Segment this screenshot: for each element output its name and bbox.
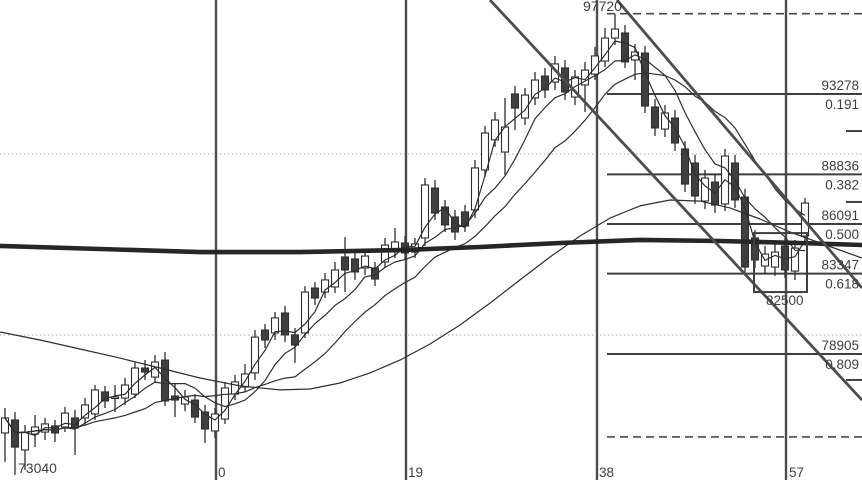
fib-extreme-lines (607, 12, 862, 438)
candle-up (90, 389, 100, 415)
fib-ratio-label: 0.500 (825, 227, 859, 242)
x-axis-label: 38 (599, 465, 614, 480)
candle-up (470, 167, 480, 211)
candle-down (650, 106, 660, 129)
candle-up (20, 431, 30, 451)
candle-up (580, 69, 590, 86)
candle-up (250, 336, 260, 374)
candle-up (660, 112, 670, 130)
candle-up (360, 255, 370, 269)
candle-down (670, 117, 680, 144)
candle-down (200, 411, 210, 430)
candle-up (700, 177, 710, 202)
fib-price-label: 88836 (821, 158, 859, 173)
rectangle-shape (753, 232, 808, 294)
candle-up (530, 79, 540, 99)
fib-price-label: 83347 (821, 258, 859, 273)
candle-down (510, 93, 520, 109)
candle-up (300, 291, 310, 334)
fib-ratio-label: 0.618 (825, 277, 859, 292)
candle-down (100, 391, 110, 402)
fib-high-price-label: 97720 (583, 0, 622, 14)
candle-up (270, 317, 280, 334)
trendline (615, 0, 862, 289)
candle-up (520, 94, 530, 119)
fib-low-price-label: 73040 (18, 460, 57, 476)
x-axis-label: 57 (789, 465, 804, 480)
moving-average-lines (0, 40, 862, 436)
candle-up (480, 132, 490, 171)
candle-up (330, 269, 340, 288)
candle-up (220, 387, 230, 420)
candle-up (60, 412, 70, 428)
candle-down (290, 334, 300, 346)
long-ma-line (0, 199, 862, 391)
thick-ma-line (0, 237, 862, 255)
candle-up (610, 28, 620, 39)
trendline (488, 0, 862, 401)
sma-line-3 (4, 40, 806, 436)
candle-down (340, 256, 350, 271)
candle-down (190, 399, 200, 418)
fib-price-label: 86091 (821, 208, 859, 223)
candle-down (350, 258, 360, 273)
sma-line-7 (4, 54, 806, 434)
candle-up (0, 417, 10, 434)
candle-down (10, 419, 20, 448)
x-axis-label: 19 (408, 465, 423, 480)
candle-down (680, 148, 690, 185)
candle-up (320, 279, 330, 293)
fib-ratio-label: 0.809 (825, 357, 859, 372)
chart-labels: 93278 0.191 88836 0.382 86091 0.500 83347 0.618… (18, 0, 859, 480)
candle-down (430, 187, 440, 214)
candle-down (310, 287, 320, 299)
candle-up (380, 244, 390, 263)
candle-up (770, 251, 780, 268)
x-axis-label: 0 (218, 465, 226, 480)
candle-down (460, 211, 470, 227)
candle-up (110, 396, 120, 400)
fib-ratio-label: 0.191 (825, 97, 859, 112)
candle-up (210, 413, 220, 432)
candle-down (280, 312, 290, 336)
fib-price-label: 93278 (821, 78, 859, 93)
candle-down (540, 75, 550, 91)
candle-down (620, 32, 630, 63)
candle-down (690, 162, 700, 197)
candle-down (260, 329, 270, 341)
right-edge-ticks (846, 130, 862, 381)
rectangle-annotation (753, 232, 808, 294)
fib-price-label: 78905 (821, 338, 859, 353)
candle-up (790, 247, 800, 272)
sma-line-14 (4, 72, 806, 434)
fib-ratio-label: 0.382 (825, 177, 859, 192)
candle-down (370, 267, 380, 280)
candle-up (590, 55, 600, 75)
candle-down (140, 367, 150, 373)
rectangle-price-label: 82500 (766, 293, 804, 308)
candle-up (420, 184, 430, 239)
trendlines (488, 0, 862, 401)
candle-up (80, 404, 90, 419)
candle-up (120, 384, 130, 399)
